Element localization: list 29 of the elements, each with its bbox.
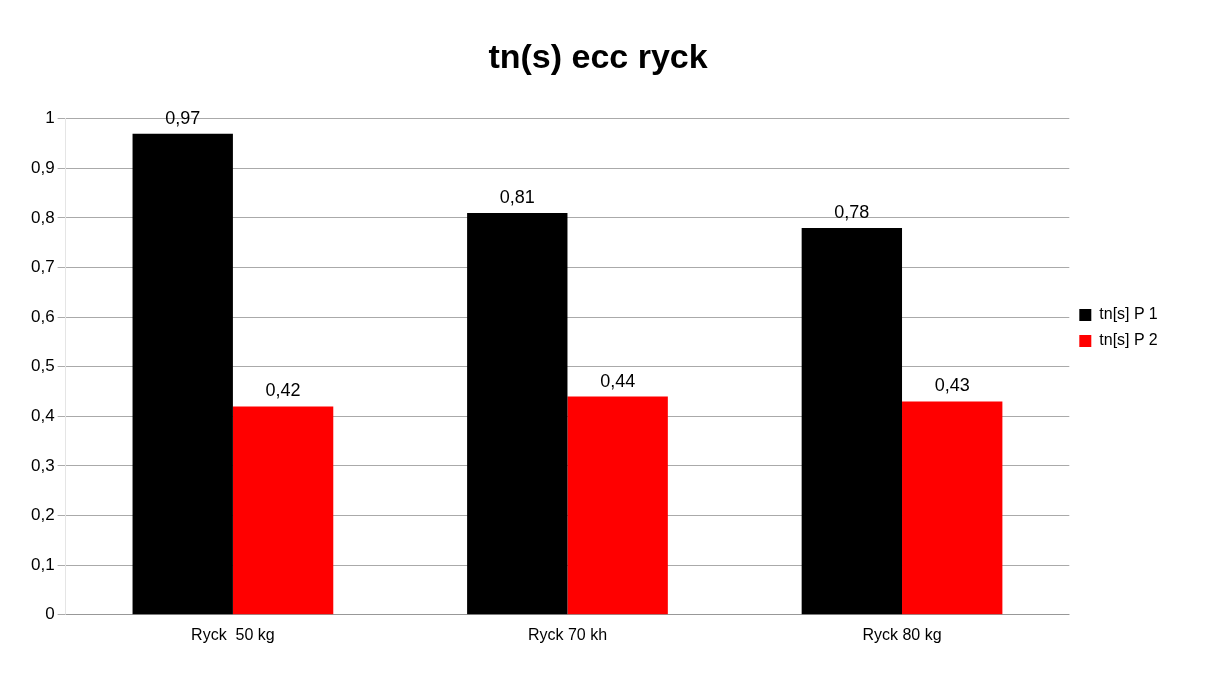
y-tick-label: 0 xyxy=(45,604,55,624)
bar xyxy=(132,133,233,615)
data-label: 0,78 xyxy=(834,201,870,222)
bar xyxy=(232,406,334,615)
y-tick-label: 0,4 xyxy=(30,406,55,426)
y-tick-label: 0,1 xyxy=(30,554,55,574)
chart-title: tn(s) ecc ryck xyxy=(488,36,708,75)
data-label: 0,97 xyxy=(165,107,201,128)
data-label: 0,44 xyxy=(600,370,636,391)
x-tick-label: Ryck 70 kh xyxy=(527,625,608,643)
legend-label: tn[s] P 2 xyxy=(1099,331,1158,349)
x-tick-label: Ryck 50 kg xyxy=(191,625,275,643)
y-tick-label: 0,8 xyxy=(30,207,55,227)
data-label: 0,42 xyxy=(265,380,301,401)
y-tick-label: 0,9 xyxy=(30,158,55,178)
y-tick-label: 1 xyxy=(45,108,55,128)
y-tick-label: 0,7 xyxy=(30,257,55,277)
bar xyxy=(902,401,1003,615)
bar xyxy=(467,213,568,615)
bar xyxy=(567,396,668,615)
data-label: 0,43 xyxy=(934,375,970,396)
x-tick-label: Ryck 80 kg xyxy=(862,625,942,643)
y-tick-label: 0,5 xyxy=(30,356,55,376)
legend-label: tn[s] P 1 xyxy=(1099,305,1158,323)
y-tick-label: 0,2 xyxy=(30,505,55,525)
y-tick-label: 0,3 xyxy=(30,455,55,475)
bar xyxy=(801,227,903,615)
data-label: 0,81 xyxy=(499,187,535,208)
y-tick-label: 0,6 xyxy=(30,306,55,326)
